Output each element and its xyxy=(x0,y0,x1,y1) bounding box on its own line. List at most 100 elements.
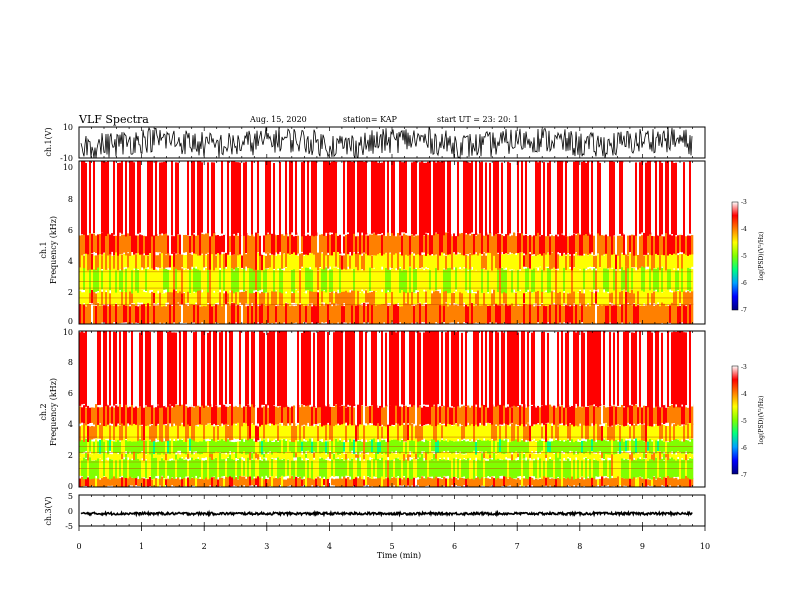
ch2-spec-cell xyxy=(593,406,596,426)
ch1-spec-cell xyxy=(121,266,124,292)
ch2-spec-cell xyxy=(397,423,400,441)
ch2-spec-cell xyxy=(141,406,144,425)
ch1-spec-cell xyxy=(141,289,144,303)
ch2-spec-cell xyxy=(609,478,612,487)
ch1-spec-cell xyxy=(149,234,152,253)
ch2-spec-cell xyxy=(169,476,172,487)
ch1-spec-cell xyxy=(519,305,522,324)
ch2-spec-cell xyxy=(275,440,278,452)
ch1-spec-cell xyxy=(511,289,514,304)
ch1-spec-cell xyxy=(667,233,670,256)
ch2-spec-cell xyxy=(507,460,510,479)
ch2-spec-cell xyxy=(465,406,468,427)
ch2-spec-cell xyxy=(145,406,148,426)
ch2-spec-cell xyxy=(661,458,664,480)
ch2-spec-cell xyxy=(209,478,212,486)
ch2-spec-cell xyxy=(395,439,398,451)
ch1-spec-cell xyxy=(501,268,504,294)
ch2-spec-cell xyxy=(345,331,348,407)
ch1-spec-cell xyxy=(139,253,142,269)
ch2-spec-cell xyxy=(245,407,248,424)
ch2-spec-cell xyxy=(451,478,454,486)
ch1-spec-cell xyxy=(503,161,506,236)
ch1-spec-cell xyxy=(419,303,422,324)
ch2-spec-cell xyxy=(473,440,476,451)
ch1-spec-cell xyxy=(137,235,140,254)
ch2-spec-cell xyxy=(331,440,334,454)
ch2-spec-cell xyxy=(319,478,322,487)
ch1-spec-cell xyxy=(633,235,636,256)
ch2-spec-cell xyxy=(463,454,466,458)
ch1-spec-cell xyxy=(365,235,368,254)
ch2-spec-cell xyxy=(611,457,614,476)
ch2-spec-cell xyxy=(215,425,218,442)
ch2-spec-cell xyxy=(107,476,110,486)
ch1-spec-cell xyxy=(81,292,84,305)
ch2-spec-cell xyxy=(179,454,182,458)
ch1-spec-cell xyxy=(637,305,640,324)
ch2-spec-cell xyxy=(551,441,554,453)
ch2-spec-cell xyxy=(453,452,456,459)
ch2-spec-cell xyxy=(363,404,366,425)
ch1-spec-cell xyxy=(211,253,214,268)
ch1-spec-cell xyxy=(351,304,354,324)
ch2-spec-cell xyxy=(371,439,374,453)
ch2-spec-cell xyxy=(511,423,514,442)
ch2-spec-cell xyxy=(679,458,682,479)
ch1-spec-cell xyxy=(687,254,690,268)
ch1-spec-cell xyxy=(663,253,666,271)
ch2-spec-cell xyxy=(179,457,182,478)
ch2-spec-cell xyxy=(445,332,448,407)
ch2-spec-cell xyxy=(387,407,390,425)
ch2-spec-cell xyxy=(395,405,398,424)
ch1-spec-cell xyxy=(489,269,492,293)
ch2-spec-cell xyxy=(321,331,324,408)
ch2-spec-cell xyxy=(599,454,602,459)
ch2-spec-cell xyxy=(235,406,238,424)
ch2-spec-cell xyxy=(277,441,280,453)
ch1-spec-cell xyxy=(557,236,560,253)
ch2-spec-cell xyxy=(497,453,500,459)
ch1-spec-cell xyxy=(343,161,346,235)
ch1-spec-cell xyxy=(515,255,518,271)
ch2-spec-cell xyxy=(307,460,310,478)
ch2-spec-cell xyxy=(231,451,234,460)
ch1-spec-cell xyxy=(373,161,376,233)
ch1-spec-cell xyxy=(357,252,360,271)
ch2-spec-cell xyxy=(429,451,432,461)
ch1-spec-cell xyxy=(637,235,640,255)
ch2-spec-cell xyxy=(181,476,184,487)
ch1-spec-cell xyxy=(257,267,260,292)
ch1-spec-cell xyxy=(411,291,414,306)
ch2-spec-cell xyxy=(197,331,200,406)
ch2-spec-cell xyxy=(113,450,116,459)
ch1-spec-cell xyxy=(279,232,282,252)
ch2-spec-cell xyxy=(239,453,242,458)
ch1-spec-cell xyxy=(331,161,334,233)
ch1-spec-cell xyxy=(397,233,400,256)
ch1-spec-cell xyxy=(543,304,546,324)
ch1-spec-cell xyxy=(105,267,108,291)
ch1-spec-cell xyxy=(649,252,652,269)
ch1-spec-cell xyxy=(399,306,402,323)
ch1-spec-cell xyxy=(479,162,482,234)
ch2-spec-cell xyxy=(435,476,438,487)
ch1-spec-cell xyxy=(99,303,102,324)
ch1-spec-cell xyxy=(353,303,356,324)
ch2-spec-cell xyxy=(677,451,680,457)
ch2-spec-cell xyxy=(579,425,582,441)
ch1-spec-cell xyxy=(555,234,558,254)
ch1-spec-cell xyxy=(469,292,472,306)
ch1-spec-cell xyxy=(503,269,506,293)
ch1-spec-cell xyxy=(491,161,494,233)
ch1-spec-cell xyxy=(237,162,240,233)
ch1-spec-cell xyxy=(449,234,452,255)
ch1-spec-cell xyxy=(231,161,234,235)
ch2-spec-cell xyxy=(665,477,668,487)
ch1-spec-cell xyxy=(89,266,92,294)
ch1-spec-cell xyxy=(423,291,426,304)
xtick-8: 8 xyxy=(577,542,582,551)
ch2-spec-cell xyxy=(221,331,224,406)
ch2-spec-cell xyxy=(329,331,332,404)
ch1-spec-cell xyxy=(253,269,256,291)
